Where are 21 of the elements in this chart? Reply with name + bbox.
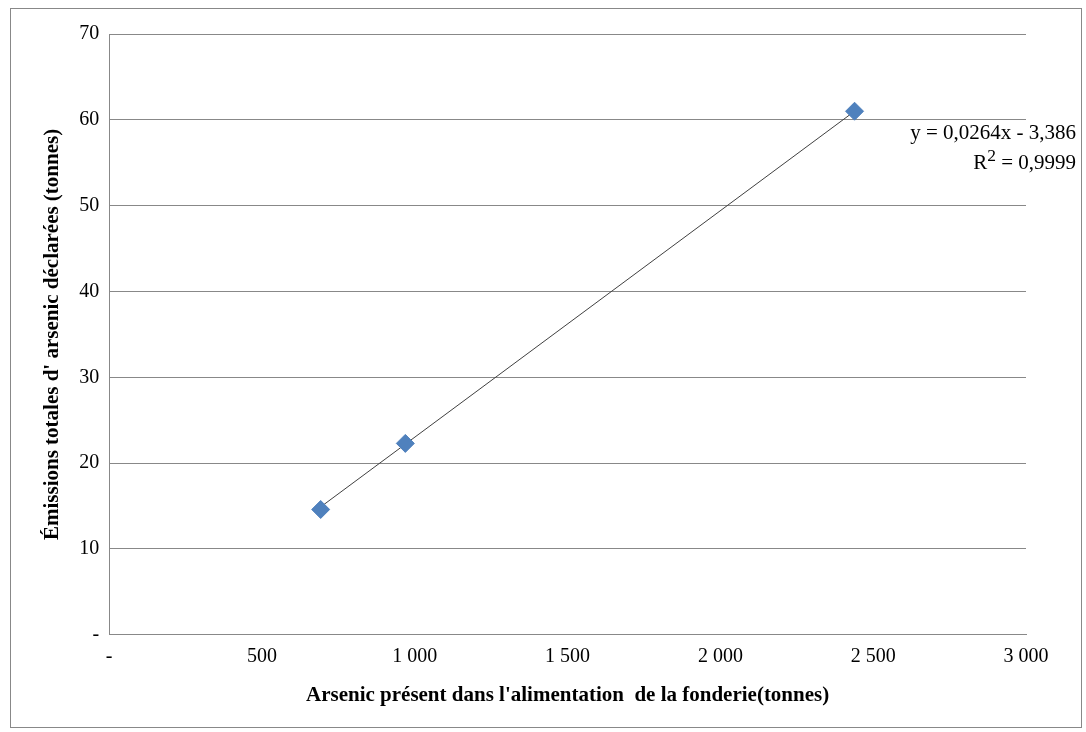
point xyxy=(311,499,331,519)
y-tick-label: 60 xyxy=(79,107,100,130)
x-tick-label: 3 000 xyxy=(1003,644,1049,667)
x-tick-label: 1 500 xyxy=(545,644,591,667)
y-axis-title: Émissions totales d' arsenic déclarées (tonnes) xyxy=(39,128,64,541)
y-tick-label: 20 xyxy=(79,450,100,473)
x-tick-label: 1 000 xyxy=(392,644,438,667)
x-axis-title: Arsenic présent dans l'alimentation de la fonderie(tonnes) xyxy=(305,681,830,706)
annotation: y = 0,0264x - 3,386 xyxy=(910,119,1076,146)
x-tick-label: 500 xyxy=(247,644,277,667)
annotation: R$^{2}$ = 0,9999 xyxy=(972,145,1076,176)
point xyxy=(395,433,415,453)
y-tick-label: 70 xyxy=(79,21,100,44)
y-tick-label: - xyxy=(92,622,100,645)
y-tick-label: 10 xyxy=(79,536,100,559)
x-tick-label: 2 500 xyxy=(850,644,896,667)
x-tick-label: 2 000 xyxy=(697,644,743,667)
point xyxy=(845,101,865,121)
y-tick-label: 50 xyxy=(79,192,100,215)
y-tick-label: 40 xyxy=(79,278,100,301)
y-tick-label: 30 xyxy=(79,364,100,387)
